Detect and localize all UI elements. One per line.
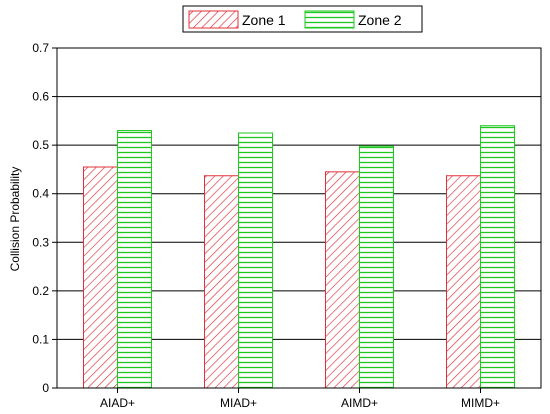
y-tick-label: 0.2 <box>32 284 49 298</box>
y-tick-label: 0.6 <box>32 90 49 104</box>
bar-zone-1-aiad <box>83 166 118 389</box>
bar-zone-2-mimd <box>480 125 515 389</box>
y-tick-label: 0.7 <box>32 41 49 55</box>
y-axis: 0 0.1 0.2 0.3 0.4 0.5 0.6 0.7 <box>32 41 57 395</box>
bar-zone-1-aimd <box>325 171 360 389</box>
x-tick-label: MIMD+ <box>461 396 500 410</box>
bar-zone-2-miad <box>238 132 273 389</box>
y-tick-label: 0.3 <box>32 235 49 249</box>
y-axis-title: Collision Probability <box>8 167 22 272</box>
legend: Zone 1 Zone 2 <box>182 5 423 33</box>
y-tick-label: 0.1 <box>32 332 49 346</box>
x-axis: AIAD+ MIAD+ AIMD+ MIMD+ <box>100 388 500 410</box>
legend-label-zone-2: Zone 2 <box>358 12 402 28</box>
x-tick-label: AIMD+ <box>341 396 378 410</box>
bar-zone-2-aiad <box>117 130 152 389</box>
legend-swatch-zone-2 <box>304 10 355 29</box>
bar-zone-2-aimd <box>359 145 394 389</box>
x-tick-label: AIAD+ <box>100 396 135 410</box>
y-tick-label: 0.5 <box>32 138 49 152</box>
bar-zone-1-miad <box>204 175 239 389</box>
legend-swatch-zone-1 <box>188 10 239 29</box>
y-tick-label: 0.4 <box>32 187 49 201</box>
plot-frame <box>56 47 542 389</box>
bars <box>83 125 515 389</box>
bar-zone-1-mimd <box>446 175 481 389</box>
y-tick-label: 0 <box>42 381 49 395</box>
x-tick-label: MIAD+ <box>220 396 257 410</box>
legend-label-zone-1: Zone 1 <box>242 12 286 28</box>
